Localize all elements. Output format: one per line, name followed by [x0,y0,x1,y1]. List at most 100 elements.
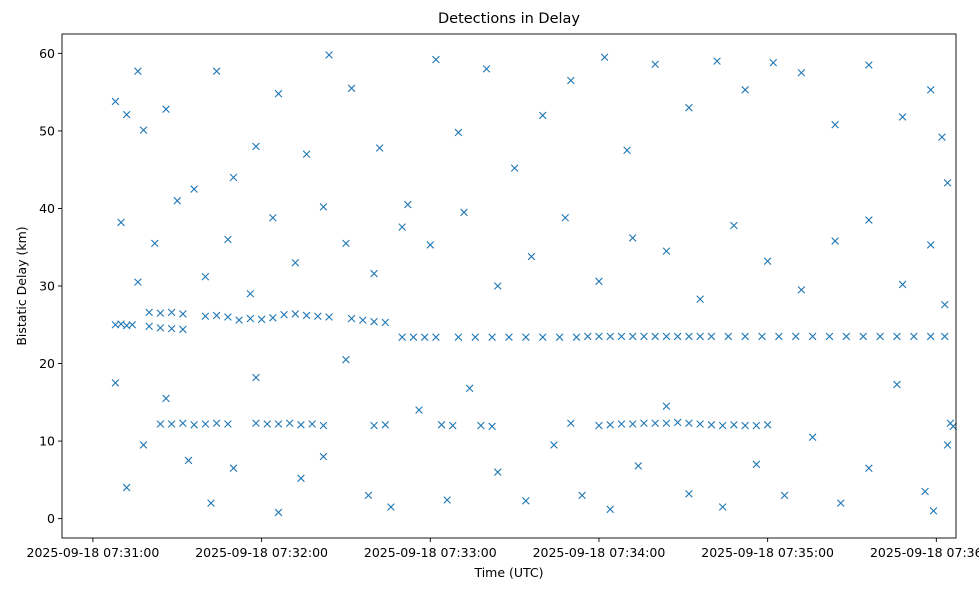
x-tick-label-2: 2025-09-18 07:33:00 [364,545,497,560]
data-point-29 [409,333,418,341]
data-point-23 [325,313,333,321]
data-point-188 [522,496,530,505]
data-point-149 [319,203,328,211]
data-point-151 [370,269,378,278]
data-point-190 [578,491,586,500]
data-point-178 [274,508,283,517]
data-point-75 [274,420,283,428]
data-point-167 [898,280,907,289]
data-point-173 [162,394,170,403]
data-point-102 [763,421,772,429]
data-point-109 [162,105,170,114]
data-point-15 [235,316,243,324]
data-point-113 [252,142,260,151]
data-point-16 [246,314,255,323]
data-point-129 [685,103,693,112]
data-point-21 [302,311,311,320]
data-point-134 [831,120,839,129]
data-point-115 [302,150,311,158]
data-point-170 [111,379,120,387]
data-points [111,51,957,517]
data-point-183 [387,503,395,511]
data-point-142 [150,239,159,248]
data-point-100 [741,421,749,430]
data-point-47 [662,332,671,341]
data-point-146 [246,289,255,298]
data-point-175 [207,499,215,507]
data-point-92 [651,419,659,428]
data-point-9 [156,324,165,332]
data-point-186 [465,384,474,393]
data-point-133 [797,68,806,77]
data-point-101 [752,421,761,430]
data-point-97 [707,421,716,429]
data-point-143 [173,196,182,205]
data-point-166 [865,216,873,224]
data-point-12 [201,312,210,321]
data-point-70 [201,420,210,428]
data-point-114 [274,89,283,98]
data-point-199 [836,499,845,507]
data-point-194 [685,490,693,498]
data-point-55 [775,332,783,341]
data-point-44 [628,332,637,341]
data-point-41 [595,332,603,341]
data-point-122 [482,65,491,73]
data-point-155 [493,282,502,290]
data-point-152 [398,223,406,231]
x-tick-label-1: 2025-09-18 07:32:00 [195,545,328,560]
data-point-112 [229,173,238,182]
y-tick-label-2: 20 [39,356,55,371]
y-tick-label-0: 0 [47,511,55,526]
data-point-121 [454,128,463,137]
data-point-135 [865,61,873,69]
data-point-57 [808,332,817,341]
data-point-140 [117,218,125,227]
data-point-200 [865,464,873,473]
data-point-111 [212,67,221,76]
data-point-48 [673,332,682,341]
data-point-160 [662,247,671,255]
data-point-174 [184,456,193,465]
data-point-25 [359,316,367,324]
data-point-185 [443,496,451,504]
data-point-4 [145,308,153,317]
x-tick-label-3: 2025-09-18 07:34:00 [533,545,666,560]
data-point-116 [325,51,333,59]
data-point-172 [139,441,148,449]
data-point-147 [269,213,277,222]
data-point-108 [139,126,148,134]
data-point-158 [595,277,603,286]
data-point-144 [201,272,210,281]
data-point-88 [606,421,614,429]
data-point-31 [432,333,440,341]
data-point-52 [724,332,733,341]
data-point-203 [929,507,938,515]
data-point-154 [460,208,468,217]
data-point-22 [314,312,322,321]
data-point-81 [381,421,390,429]
data-point-61 [876,332,884,341]
data-point-157 [561,213,570,222]
data-point-27 [381,318,390,327]
data-point-7 [179,310,187,318]
data-point-85 [488,422,496,431]
data-point-11 [179,325,187,334]
data-point-49 [685,332,693,341]
data-point-91 [640,419,648,428]
data-point-95 [685,419,693,428]
data-point-33 [471,333,480,341]
x-tick-label-4: 2025-09-18 07:35:00 [701,545,834,560]
data-point-79 [319,421,328,430]
data-point-189 [550,441,558,449]
data-point-195 [718,503,727,511]
data-point-156 [527,252,536,261]
data-point-51 [707,332,716,341]
y-tick-label-6: 60 [39,46,55,61]
data-point-18 [269,314,277,322]
data-point-132 [769,58,778,67]
data-point-191 [606,505,614,514]
data-point-13 [212,311,221,320]
data-point-168 [926,241,935,249]
data-point-35 [505,333,513,341]
